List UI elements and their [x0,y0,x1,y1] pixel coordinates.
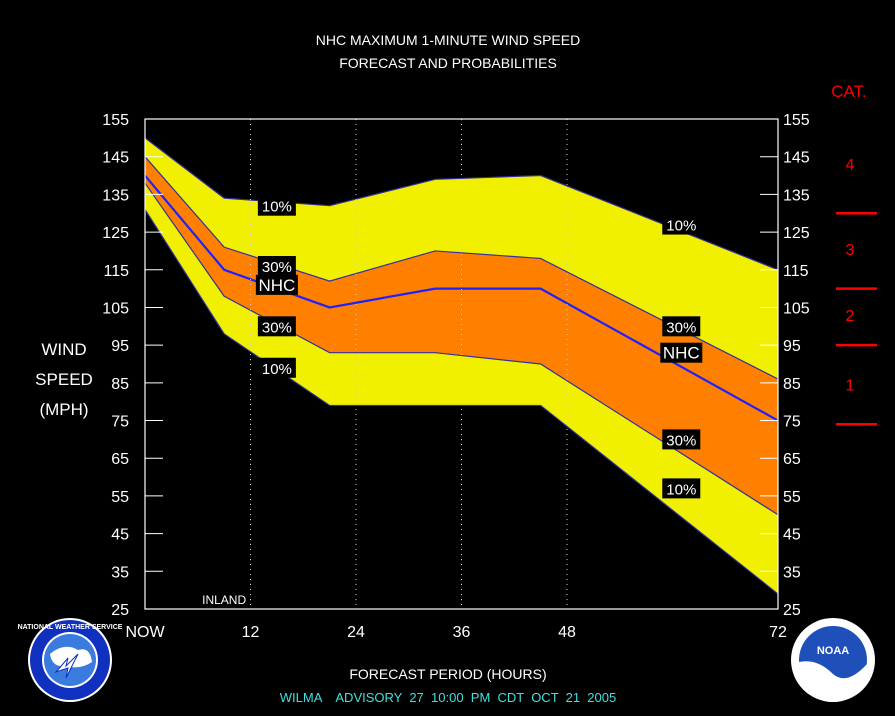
y-tick-label-right-155: 155 [783,112,810,129]
y-tick-label-left-25: 25 [111,602,129,619]
y-tick-label-left-95: 95 [111,338,129,355]
y-tick-label-right-65: 65 [783,451,801,468]
y-tick-label-left-125: 125 [102,225,129,242]
point-label-box-7 [660,342,703,363]
chart-title: NHC MAXIMUM 1-MINUTE WIND SPEED [316,32,580,48]
chart-subtitle: FORECAST AND PROBABILITIES [339,55,557,71]
point-label-text-4: 10% [262,361,292,378]
point-label-4: 10% [257,357,296,378]
advisory-footer: WILMA ADVISORY 27 10:00 PM CDT OCT 21 20… [280,690,616,705]
point-label-text-7: NHC [663,344,700,363]
svg-text:NOAA: NOAA [817,645,849,657]
y-tick-label-right-55: 55 [783,489,801,506]
y-tick-label-right-75: 75 [783,414,801,431]
y-axis-left: 25 35 45 55 65 75 85 95 105 115 125 135 145 155 [102,112,163,619]
point-label-8: 30% [662,429,701,450]
point-label-text-2: NHC [258,276,295,295]
series-edge-outer-upper [144,137,779,271]
point-label-box-6 [662,316,701,337]
point-label-text-8: 30% [666,432,696,449]
category-scale: CAT. 1 2 3 4 [831,82,877,426]
point-label-box-4 [257,357,296,378]
category-label-3: 3 [846,242,855,259]
y-axis-label-line3: (MPH) [39,400,88,419]
point-label-text-1: 30% [262,259,292,276]
point-label-box-9 [662,478,701,499]
y-axis-label-line1: WIND [41,340,86,359]
category-label-4: 4 [846,157,855,174]
point-label-9: 10% [662,478,701,499]
point-label-text-5: 10% [666,218,696,235]
series-edge-inner-lower [144,182,779,516]
y-tick-label-left-105: 105 [102,300,129,317]
y-axis-label-line2: SPEED [35,370,93,389]
band-10pct [145,137,778,594]
y-tick-label-left-145: 145 [102,150,129,167]
point-label-box-8 [662,429,701,450]
x-axis: NOW 12 24 36 48 72 [125,624,787,641]
point-label-text-6: 30% [666,319,696,336]
x-tick-label-24: 24 [347,624,365,641]
point-label-2: NHC [255,274,298,295]
point-label-text-9: 10% [666,481,696,498]
x-tick-label-now: NOW [125,624,165,641]
y-tick-label-right-45: 45 [783,527,801,544]
point-label-text-3: 30% [262,319,292,336]
plot-area: INLAND [144,118,779,610]
x-tick-label-72: 72 [769,624,787,641]
nws-logo: NATIONAL WEATHER SERVICE [18,618,123,702]
point-label-box-0 [257,195,296,216]
point-label-text-0: 10% [262,199,292,216]
x-tick-label-48: 48 [558,624,576,641]
point-label-1: 30% [257,256,296,276]
series-edge-inner-upper [144,156,779,380]
point-label-5: 10% [662,214,701,235]
y-tick-label-right-125: 125 [783,225,810,242]
y-tick-label-left-85: 85 [111,376,129,393]
y-tick-label-left-35: 35 [111,564,129,581]
x-tick-label-12: 12 [242,624,260,641]
plot-frame [144,118,779,610]
band-30pct [145,156,778,515]
point-label-0: 10% [257,195,296,216]
y-tick-label-left-115: 115 [103,263,129,280]
svg-text:NATIONAL WEATHER SERVICE: NATIONAL WEATHER SERVICE [18,624,123,631]
point-label-box-1 [257,256,296,276]
y-tick-label-left-75: 75 [111,414,129,431]
x-axis-label: FORECAST PERIOD (HOURS) [349,666,546,682]
noaa-logo: NOAA [791,618,875,702]
point-label-box-5 [662,214,701,235]
y-tick-label-right-145: 145 [783,150,810,167]
series-edge-outer-lower [144,209,779,595]
y-tick-label-right-95: 95 [783,338,801,355]
y-tick-label-left-55: 55 [111,489,129,506]
category-label-1: 1 [846,378,855,395]
annotation-inland: INLAND [202,593,246,607]
y-tick-label-left-135: 135 [102,187,129,204]
y-tick-label-left-45: 45 [111,527,129,544]
y-tick-label-right-135: 135 [783,187,810,204]
point-label-7: NHC [660,342,703,363]
category-label-2: 2 [846,308,855,325]
y-tick-label-left-155: 155 [102,112,129,129]
point-label-box-3 [257,316,296,337]
point-label-box-2 [255,274,298,295]
point-label-6: 30% [662,316,701,337]
x-tick-label-36: 36 [453,624,471,641]
y-tick-label-right-25: 25 [783,602,801,619]
y-axis-right: 25 35 45 55 65 75 85 95 105 115 125 135 145 155 [760,112,810,619]
category-title: CAT. [831,82,867,101]
y-tick-label-right-105: 105 [783,300,810,317]
y-tick-label-right-85: 85 [783,376,801,393]
series-line-nhc [144,174,779,422]
y-tick-label-left-65: 65 [111,451,129,468]
point-label-3: 30% [257,316,296,337]
y-tick-label-right-115: 115 [783,263,809,280]
y-tick-label-right-35: 35 [783,564,801,581]
